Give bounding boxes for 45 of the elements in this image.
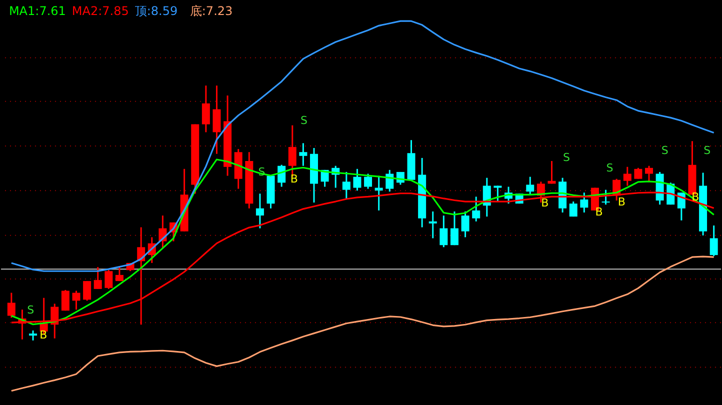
annotation: B — [290, 172, 298, 186]
annotation: B — [595, 205, 603, 218]
candlestick — [202, 84, 210, 133]
annotation: S — [704, 144, 711, 157]
annotation: B — [692, 190, 700, 204]
candlestick — [494, 184, 502, 202]
annotation: S — [563, 150, 570, 164]
candlestick — [61, 289, 70, 312]
candlestick — [461, 210, 470, 238]
candlestick — [580, 192, 588, 214]
annotation: S — [661, 144, 668, 157]
annotation: S — [606, 162, 614, 175]
candlestick — [569, 200, 578, 218]
candlestick — [72, 290, 80, 310]
candlestick — [526, 176, 534, 196]
candlestick — [645, 165, 653, 182]
text: MA1:7.61 — [8, 4, 66, 18]
annotation: B — [40, 328, 48, 342]
candlestick — [104, 269, 113, 290]
text: 底:7.23 — [190, 4, 233, 18]
candlestick — [299, 142, 308, 167]
candlestick — [364, 173, 372, 190]
candlestick — [472, 196, 480, 222]
text: 顶:8.59 — [134, 4, 178, 18]
candlestick — [94, 266, 102, 290]
candlestick — [342, 171, 350, 200]
candlestick — [602, 189, 610, 206]
candlestick — [212, 84, 221, 155]
candlestick — [115, 265, 124, 282]
candlestick — [450, 210, 458, 246]
annotation: S — [27, 304, 34, 317]
candlestick — [256, 192, 264, 230]
annotation: S — [300, 114, 308, 128]
candlestick — [440, 214, 448, 248]
annotation: B — [618, 195, 626, 208]
text: MA2:7.85 — [72, 4, 129, 18]
candlestick — [7, 292, 16, 319]
candlestick — [634, 167, 642, 180]
candlestick — [29, 330, 38, 342]
candlestick — [353, 168, 362, 192]
candlestick — [83, 280, 92, 302]
annotation: B — [541, 196, 549, 210]
candlestick — [710, 224, 718, 257]
candlestick — [428, 210, 437, 239]
candlestick — [623, 166, 632, 186]
